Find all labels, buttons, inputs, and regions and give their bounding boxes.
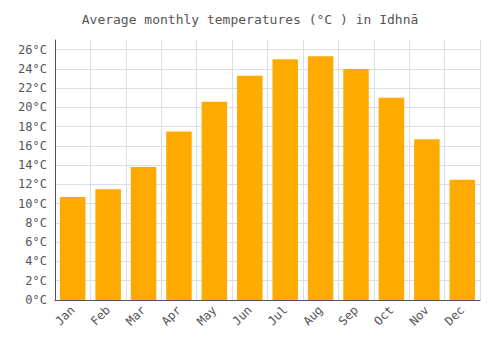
svg-text:4°C: 4°C (25, 254, 47, 268)
svg-text:20°C: 20°C (18, 100, 47, 114)
svg-text:Dec: Dec (442, 303, 467, 328)
svg-text:Oct: Oct (371, 303, 396, 328)
svg-text:Nov: Nov (407, 303, 432, 328)
svg-text:6°C: 6°C (25, 235, 47, 249)
svg-text:Feb: Feb (88, 303, 113, 328)
svg-text:Sep: Sep (336, 303, 361, 328)
svg-text:14°C: 14°C (18, 158, 47, 172)
svg-text:18°C: 18°C (18, 120, 47, 134)
svg-text:24°C: 24°C (18, 62, 47, 76)
svg-text:Jul: Jul (265, 303, 290, 328)
svg-text:Aug: Aug (300, 303, 325, 328)
svg-text:2°C: 2°C (25, 274, 47, 288)
svg-text:Apr: Apr (159, 303, 184, 328)
svg-text:Average monthly temperatures (: Average monthly temperatures (°C ) in Id… (82, 12, 419, 27)
svg-text:Mar: Mar (123, 303, 148, 328)
svg-text:12°C: 12°C (18, 177, 47, 191)
svg-text:0°C: 0°C (25, 293, 47, 307)
svg-text:Jan: Jan (52, 303, 77, 328)
svg-text:22°C: 22°C (18, 81, 47, 95)
svg-text:16°C: 16°C (18, 139, 47, 153)
svg-text:10°C: 10°C (18, 197, 47, 211)
svg-text:Jun: Jun (230, 303, 255, 328)
svg-text:26°C: 26°C (18, 43, 47, 57)
svg-text:May: May (194, 303, 219, 328)
svg-text:8°C: 8°C (25, 216, 47, 230)
